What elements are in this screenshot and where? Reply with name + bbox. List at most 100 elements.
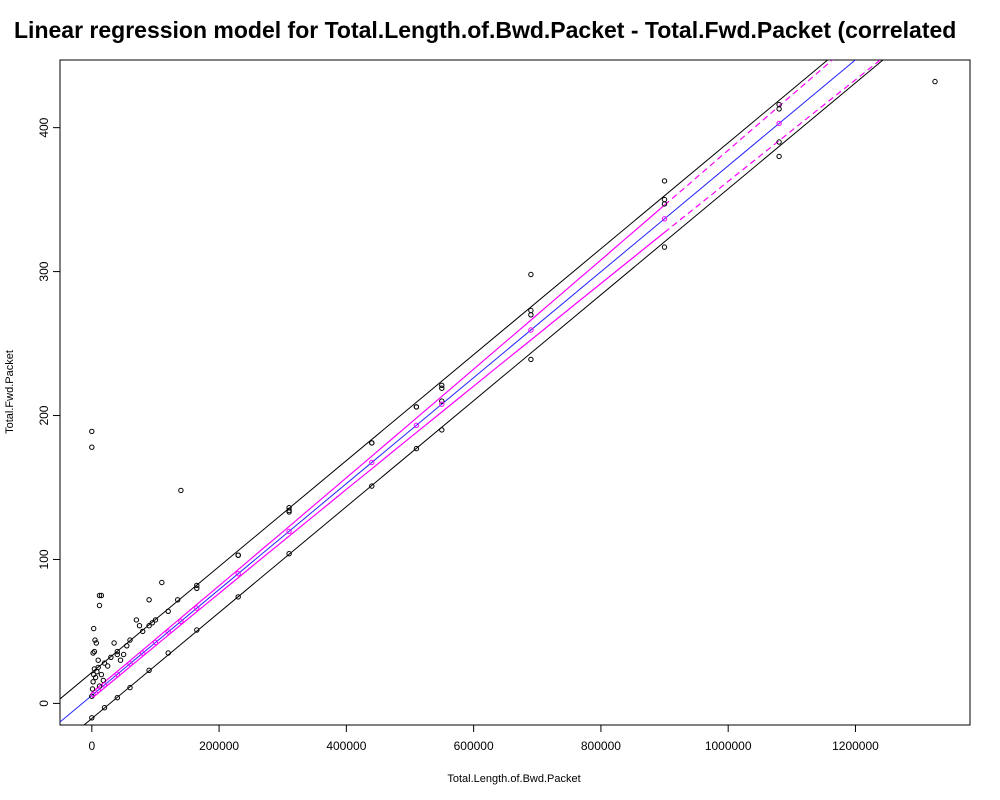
- observed-point: [93, 640, 100, 646]
- fitted-point: [286, 528, 292, 534]
- observed-point: [439, 385, 445, 391]
- observed-point: [111, 640, 117, 646]
- fitted-point: [776, 120, 782, 127]
- observed-point: [91, 625, 97, 632]
- y-tick-label: 200: [37, 405, 51, 425]
- observed-point: [178, 487, 184, 494]
- observed-point: [105, 663, 111, 669]
- prediction_band_lower-point: [114, 695, 121, 701]
- prediction_band_lower-point: [194, 627, 200, 633]
- observed-point: [98, 592, 105, 599]
- observed-point: [91, 648, 98, 655]
- observed-point: [90, 679, 96, 685]
- observed-point: [152, 617, 159, 623]
- observed-point: [149, 620, 156, 626]
- prediction_band_upper-point: [235, 552, 241, 558]
- fitted-point: [127, 661, 133, 667]
- fitted-point: [528, 327, 534, 333]
- fitted-point: [178, 618, 184, 624]
- prediction_band_upper-point: [661, 196, 668, 203]
- observed-point: [932, 78, 938, 85]
- observed-point: [89, 686, 96, 692]
- prediction_band_lower-point: [89, 715, 95, 721]
- fitted-point: [235, 571, 241, 577]
- y-tick-label: 400: [37, 117, 51, 137]
- prediction_band_lower-point: [101, 705, 108, 711]
- x-tick-label: 600000: [454, 739, 494, 753]
- prediction_band_upper-point: [439, 382, 445, 388]
- observed-point: [146, 597, 152, 603]
- y-tick-label: 100: [37, 549, 51, 569]
- fitted-point: [369, 459, 375, 466]
- prediction_band_lower-point: [165, 650, 171, 656]
- prediction_band_lower-point: [528, 356, 534, 363]
- fitted-point: [90, 691, 96, 698]
- lines-layer: [60, 60, 884, 725]
- observed-point: [159, 579, 165, 586]
- prediction-band-upper-line: [60, 60, 829, 700]
- x-tick-label: 200000: [199, 739, 239, 753]
- fitted-point: [165, 629, 171, 635]
- fitted-point: [194, 605, 200, 611]
- observed-point: [136, 623, 143, 629]
- observed-point: [127, 637, 133, 643]
- observed-point: [528, 312, 534, 318]
- x-tick-label: 800000: [581, 739, 621, 753]
- observed-point: [124, 643, 130, 649]
- observed-point: [114, 651, 121, 658]
- prediction_band_upper-point: [114, 648, 121, 655]
- confidence-band-lower-extension: [664, 60, 882, 233]
- observed-point: [89, 428, 95, 435]
- fitted-point: [661, 216, 668, 222]
- x-axis-title: Total.Length.of.Bwd.Packet: [447, 773, 580, 785]
- y-axis-title: Total.Fwd.Packet: [4, 350, 16, 434]
- fitted-point: [114, 671, 121, 677]
- prediction-band-lower-line: [83, 60, 884, 725]
- chart-title: Linear regression model for Total.Length…: [14, 17, 957, 43]
- prediction_band_upper-point: [194, 582, 200, 589]
- x-tick-label: 400000: [326, 739, 366, 753]
- observed-point: [528, 271, 534, 278]
- prediction_band_lower-point: [413, 445, 420, 452]
- observed-point: [120, 651, 127, 658]
- fitted-point: [101, 682, 108, 688]
- confidence-band-lower-line: [91, 231, 665, 699]
- prediction_band_upper-point: [528, 307, 534, 314]
- observed-point: [94, 669, 100, 675]
- observed-point: [133, 617, 140, 623]
- observed-point: [117, 657, 124, 663]
- observed-point: [96, 602, 103, 609]
- plot-frame: [59, 59, 971, 726]
- observed-point: [101, 660, 108, 666]
- prediction_band_lower-point: [127, 684, 133, 691]
- prediction_band_lower-point: [235, 594, 241, 600]
- fitted-point: [140, 650, 146, 656]
- prediction_band_lower-point: [369, 483, 375, 489]
- observed-point: [98, 671, 105, 678]
- prediction_band_upper-point: [286, 507, 292, 514]
- x-tick-label: 0: [88, 739, 95, 753]
- observed-point: [194, 585, 200, 591]
- points-layer: [89, 78, 938, 721]
- observed-point: [776, 139, 782, 145]
- observed-point: [776, 106, 782, 112]
- observed-point: [90, 650, 96, 656]
- observed-point: [100, 677, 107, 684]
- axes-layer: 0 200000 400000 600000 800000 1000000 1200000 0…: [37, 117, 879, 753]
- confidence-band-upper-line: [91, 204, 665, 694]
- prediction_band_lower-point: [439, 427, 445, 433]
- prediction_band_lower-point: [286, 551, 292, 557]
- observed-point: [92, 637, 98, 643]
- observed-point: [108, 654, 114, 660]
- fitted-point: [152, 639, 159, 646]
- observed-point: [439, 398, 445, 404]
- fitted-point: [95, 687, 101, 693]
- prediction_band_lower-point: [661, 244, 668, 250]
- prediction_band_lower-point: [776, 153, 782, 160]
- prediction_band_upper-point: [776, 101, 782, 108]
- observed-point: [661, 178, 668, 184]
- fitted-point: [413, 422, 420, 428]
- observed-point: [175, 597, 181, 603]
- fitted-point: [439, 401, 445, 407]
